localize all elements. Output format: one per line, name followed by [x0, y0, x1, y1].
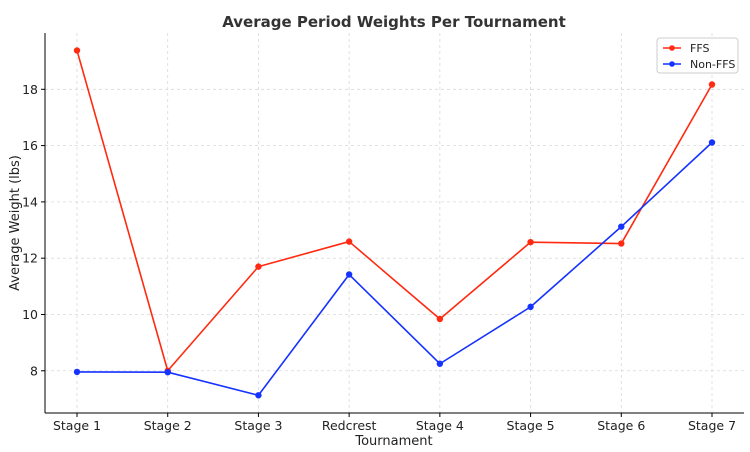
data-point-non-ffs: [436, 360, 444, 367]
y-tick-label: 12: [22, 251, 38, 266]
legend-label: Non-FFS: [690, 58, 735, 71]
x-tick-label: Stage 2: [144, 418, 192, 433]
y-tick-label: 8: [30, 363, 38, 378]
data-point-ffs: [436, 315, 444, 323]
data-point-non-ffs: [255, 392, 262, 399]
data-point-non-ffs: [345, 271, 353, 278]
data-point-ffs: [708, 81, 716, 88]
data-point-non-ffs: [73, 368, 81, 376]
x-tick-label: Stage 7: [688, 418, 736, 433]
data-point-ffs: [527, 238, 534, 246]
legend-swatch-marker: [669, 45, 675, 51]
x-tick-label: Stage 1: [53, 418, 101, 433]
x-tick-label: Stage 6: [597, 418, 645, 433]
x-tick-label: Stage 4: [416, 418, 464, 433]
y-tick-label: 14: [22, 194, 38, 209]
axes-layer: Stage 1 Stage 2 Stage 3 Redcrest Stage 4 Stag…: [22, 33, 744, 433]
series-layer: [73, 47, 716, 399]
legend-label: FFS: [690, 42, 709, 55]
data-point-ffs: [618, 240, 625, 247]
x-tick-label: Stage 5: [507, 418, 555, 433]
x-axis-label: Tournament: [354, 434, 432, 449]
series-line-ffs: [76, 50, 713, 372]
data-point-non-ffs: [708, 139, 716, 146]
y-tick-label: 16: [22, 138, 38, 153]
legend-swatch-marker: [669, 61, 675, 67]
y-axis-label: Average Weight (lbs): [8, 155, 23, 291]
data-point-ffs: [73, 47, 81, 54]
y-tick-label: 18: [22, 82, 38, 97]
data-point-ffs: [255, 263, 262, 270]
x-tick-label: Redcrest: [322, 418, 377, 433]
data-point-non-ffs: [164, 368, 171, 376]
data-point-ffs: [345, 238, 353, 245]
series-line-non-ffs: [76, 141, 713, 397]
legend: FFS Non-FFS: [656, 37, 739, 74]
y-tick-label: 10: [22, 307, 38, 322]
chart-title: Average Period Weights Per Tournament: [222, 13, 566, 31]
x-tick-label: Stage 3: [234, 418, 282, 433]
data-point-non-ffs: [527, 303, 534, 311]
data-point-non-ffs: [618, 223, 625, 230]
grid-layer: [45, 33, 744, 413]
